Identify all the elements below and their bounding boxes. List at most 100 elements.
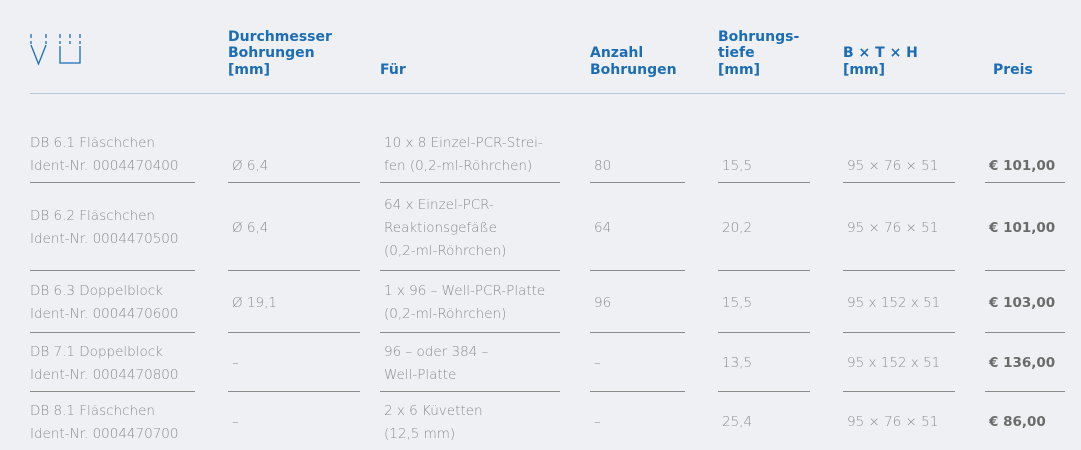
- text-line: Für: [380, 61, 406, 78]
- text-line: Bohrungen: [590, 61, 677, 78]
- text-line: (0,2-ml-Röhrchen): [384, 306, 507, 322]
- row-rule: [718, 332, 810, 333]
- text-line: 1 x 96 – Well-PCR-Platte: [384, 283, 546, 299]
- row-rule: [380, 182, 560, 183]
- table-cell: 15,5: [722, 125, 814, 178]
- row-rule: [30, 332, 195, 333]
- text-line: Bohrungs-: [718, 28, 800, 45]
- table-cell: 96: [594, 278, 689, 328]
- text-line: € 86,00: [989, 414, 1046, 430]
- text-line: Ø 19,1: [232, 294, 277, 311]
- row-rule: [228, 332, 360, 333]
- row-rule: [985, 270, 1065, 271]
- text-line: € 103,00: [989, 294, 1056, 311]
- header-rule: [30, 93, 1065, 94]
- table-cell: Ø 6,4: [232, 125, 364, 178]
- icon: [30, 34, 81, 66]
- column-header: B × T × H [mm]: [843, 10, 955, 78]
- text-line: DB 8.1 Fläschchen: [30, 402, 155, 419]
- text-line: Anzahl: [590, 45, 644, 61]
- text-line: Ident-Nr. 0004470500: [30, 231, 179, 247]
- text-line: [mm]: [843, 61, 885, 78]
- text-line: € 101,00: [989, 219, 1056, 236]
- text-line: [mm]: [228, 61, 270, 78]
- text-line: Preis: [993, 61, 1033, 78]
- text-line: € 101,00: [989, 158, 1056, 174]
- table-cell: DB 6.3 Doppelblock Ident-Nr. 0004470600: [30, 278, 195, 328]
- text-line: 95 × 76 × 51: [847, 414, 939, 430]
- table-cell: 15,5: [722, 278, 814, 328]
- table-cell: 13,5: [722, 340, 814, 387]
- row-rule: [718, 182, 810, 183]
- text-line: 64: [594, 219, 612, 236]
- text-line: 95 × 76 × 51: [847, 158, 939, 174]
- table-cell: DB 7.1 Doppelblock Ident-Nr. 0004470800: [30, 340, 195, 387]
- table-cell: –: [232, 399, 364, 446]
- table-cell: DB 8.1 Fläschchen Ident-Nr. 0004470700: [30, 399, 195, 446]
- row-rule: [30, 182, 195, 183]
- row-rule: [590, 332, 685, 333]
- table-cell: Ø 6,4: [232, 190, 364, 266]
- table-cell: 1 x 96 – Well-PCR-Platte (0,2-ml-Röhrchen…: [384, 278, 564, 328]
- text-line: 95 x 152 x 51: [847, 355, 941, 371]
- text-line: 15,5: [722, 294, 753, 311]
- text-line: 96 – oder 384 –: [384, 343, 489, 360]
- text-line: Ident-Nr. 0004470700: [30, 425, 179, 442]
- text-line: –: [594, 414, 601, 430]
- table-cell: 95 × 76 × 51: [847, 399, 959, 446]
- text-line: Ø 6,4: [232, 219, 269, 236]
- table-cell: 20,2: [722, 190, 814, 266]
- row-rule: [30, 391, 195, 392]
- table-cell: Ø 19,1: [232, 278, 364, 328]
- row-rule: [228, 270, 360, 271]
- text-line: (0,2-ml-Röhrchen): [384, 242, 507, 259]
- table-cell: 10 x 8 Einzel-PCR-Strei-fen (0,2-ml-Röhr…: [384, 125, 564, 178]
- table-cell: –: [594, 340, 689, 387]
- text-line: –: [232, 414, 239, 430]
- text-line: Ø 6,4: [232, 158, 269, 174]
- row-rule: [718, 270, 810, 271]
- row-rule: [843, 391, 955, 392]
- table-cell: € 101,00: [989, 125, 1069, 178]
- text-line: 80: [594, 158, 612, 174]
- table-cell: DB 6.2 Fläschchen Ident-Nr. 0004470500: [30, 190, 195, 266]
- text-line: 96: [594, 294, 612, 311]
- text-line: [mm]: [718, 61, 760, 78]
- row-rule: [228, 182, 360, 183]
- table-cell: 2 x 6 Küvetten (12,5 mm): [384, 399, 564, 446]
- row-rule: [380, 332, 560, 333]
- row-rule: [718, 391, 810, 392]
- text-line: Reaktionsgefäße: [384, 219, 497, 236]
- table-cell: € 101,00: [989, 190, 1069, 266]
- row-rule: [843, 182, 955, 183]
- row-rule: [843, 270, 955, 271]
- column-header: Preis: [985, 10, 1073, 78]
- text-line: 64 x Einzel-PCR-: [384, 196, 494, 213]
- row-rule: [228, 391, 360, 392]
- text-line: DB 6.2 Fläschchen: [30, 208, 155, 224]
- table-cell: 95 × 76 × 51: [847, 190, 959, 266]
- row-rule: [590, 270, 685, 271]
- table-cell: € 86,00: [989, 399, 1069, 446]
- text-line: € 136,00: [989, 355, 1056, 371]
- column-header: Bohrungs-tiefe [mm]: [718, 10, 810, 78]
- table-cell: 95 x 152 x 51: [847, 278, 959, 328]
- row-rule: [985, 391, 1065, 392]
- table-cell: 95 x 152 x 51: [847, 340, 959, 387]
- row-rule: [590, 182, 685, 183]
- row-rule: [843, 332, 955, 333]
- text-line: DB 6.3 Doppelblock: [30, 283, 163, 299]
- text-line: 20,2: [722, 219, 753, 236]
- column-header: Durchmesser Bohrungen [mm]: [228, 10, 360, 78]
- table-cell: 95 × 76 × 51: [847, 125, 959, 178]
- text-line: 2 x 6 Küvetten: [384, 402, 483, 419]
- table-cell: DB 6.1 Fläschchen Ident-Nr. 0004470400: [30, 125, 195, 178]
- table-cell: 64 x Einzel-PCR- Reaktionsgefäße (0,2-ml-R…: [384, 190, 564, 266]
- table-cell: 25,4: [722, 399, 814, 446]
- text-line: 15,5: [722, 158, 753, 174]
- text-line: tiefe: [718, 45, 755, 61]
- table-cell: –: [594, 399, 689, 446]
- text-line: 13,5: [722, 355, 753, 371]
- text-line: 95 × 76 × 51: [847, 219, 939, 236]
- text-line: fen (0,2-ml-Röhrchen): [384, 158, 533, 174]
